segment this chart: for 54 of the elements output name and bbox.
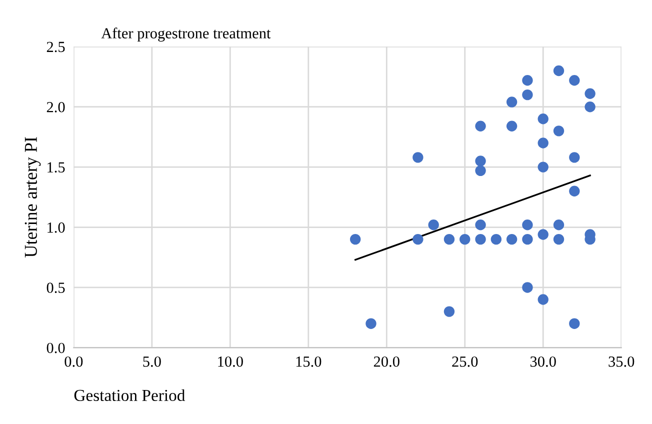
- point: [475, 220, 486, 230]
- x-tick-label: 35.0: [608, 356, 634, 367]
- point: [428, 220, 439, 230]
- point: [553, 220, 564, 230]
- point: [366, 318, 376, 329]
- point: [538, 114, 548, 124]
- point: [538, 229, 548, 240]
- point: [506, 120, 518, 132]
- point: [444, 306, 455, 317]
- point: [538, 162, 548, 172]
- point: [475, 165, 486, 176]
- point: [475, 120, 486, 132]
- x-tick-label: 10.0: [218, 356, 243, 367]
- point: [522, 220, 533, 230]
- point: [490, 234, 502, 245]
- x-tick-label: 20.0: [374, 356, 400, 367]
- point: [475, 234, 486, 245]
- point: [350, 234, 361, 245]
- x-tick-label: 25.0: [452, 356, 478, 367]
- point: [553, 126, 564, 136]
- point: [584, 88, 596, 99]
- y-tick-label: 0.0: [46, 342, 65, 354]
- y-tick-label: 0.5: [46, 282, 65, 293]
- x-tick-label: 30.0: [530, 356, 556, 367]
- x-axis-title: Gestation Period: [74, 389, 186, 402]
- point: [538, 294, 548, 305]
- point: [522, 234, 533, 245]
- point: [506, 96, 518, 108]
- y-tick-label: 1.5: [48, 162, 65, 173]
- x-tick-label: 5.0: [143, 356, 161, 367]
- y-tick-label: 2.0: [46, 102, 65, 112]
- point: [460, 234, 470, 245]
- point: [412, 152, 424, 163]
- point: [584, 101, 596, 112]
- y-tick-label: 1.0: [48, 222, 65, 233]
- point: [569, 186, 580, 196]
- point: [522, 75, 533, 86]
- point: [553, 234, 564, 245]
- point: [538, 138, 548, 148]
- x-tick-label: 0.0: [64, 356, 83, 367]
- y-axis-title: Uterine artery PI: [24, 137, 41, 258]
- y-tick-label: 2.5: [46, 42, 65, 52]
- point: [569, 318, 580, 329]
- point: [553, 65, 564, 76]
- chart-title: After progestrone treatment: [101, 28, 271, 42]
- point: [506, 234, 518, 245]
- point: [444, 234, 455, 245]
- point: [569, 152, 580, 163]
- point: [475, 156, 486, 166]
- point: [412, 234, 424, 245]
- x-tick-label: 15.0: [296, 356, 322, 367]
- point: [522, 282, 533, 293]
- point: [522, 89, 533, 100]
- point: [569, 75, 580, 86]
